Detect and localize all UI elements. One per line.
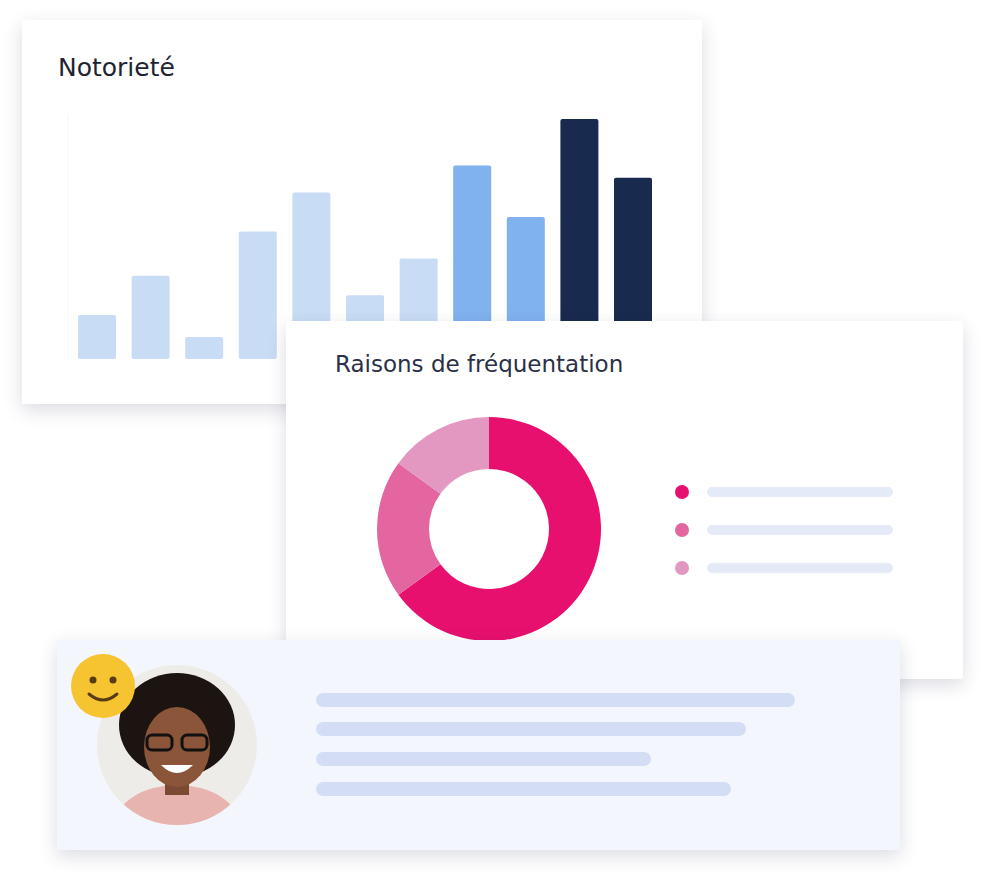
legend-swatch <box>675 523 689 537</box>
legend-placeholder <box>707 525 893 535</box>
glasses <box>182 735 207 750</box>
testimonial-card <box>57 640 900 850</box>
bar <box>132 276 170 359</box>
bar <box>78 315 116 359</box>
text-placeholder <box>316 752 651 766</box>
legend-swatch <box>675 485 689 499</box>
chart-title: Raisons de fréquentation <box>335 351 623 377</box>
slice <box>398 417 489 494</box>
chart-title: Notorieté <box>58 53 175 82</box>
donut-chart: Raisons de fréquentation <box>286 321 963 679</box>
text-placeholder <box>316 693 795 707</box>
bar <box>239 232 277 359</box>
glasses <box>147 735 172 750</box>
smiley-eye <box>90 677 97 684</box>
text-placeholder <box>316 782 731 796</box>
face <box>144 707 210 787</box>
jacket <box>115 785 239 865</box>
legend-swatch <box>675 561 689 575</box>
legend-placeholder <box>707 563 893 573</box>
smiley <box>71 654 135 718</box>
donut-card: Raisons de fréquentation <box>286 321 963 679</box>
y-axis <box>68 114 69 359</box>
legend-placeholder <box>707 487 893 497</box>
text-placeholder <box>316 722 746 736</box>
smiley-mouth <box>89 694 117 700</box>
smiley-eye <box>110 677 117 684</box>
smile <box>161 765 193 773</box>
testimonial <box>57 640 900 850</box>
bar <box>185 337 223 359</box>
